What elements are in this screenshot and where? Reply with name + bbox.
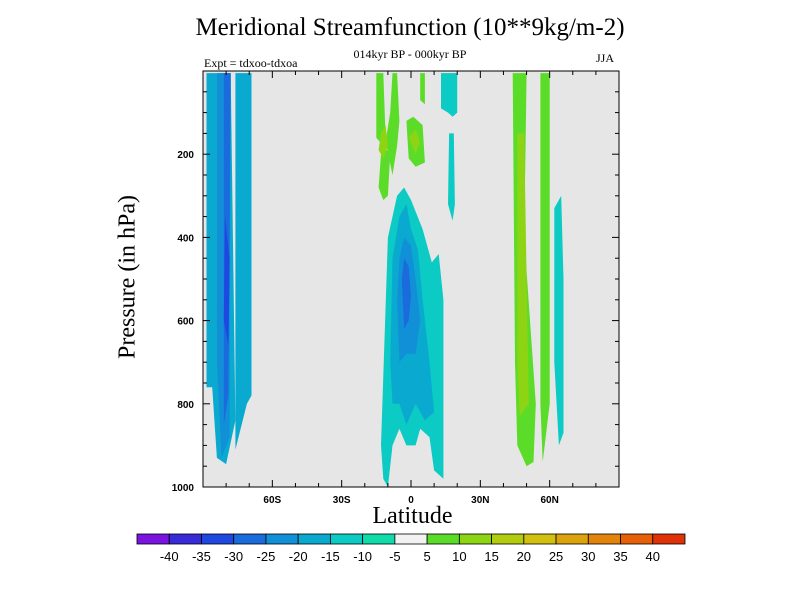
colorbar-swatch xyxy=(458,533,492,545)
chart-title: Meridional Streamfunction (10**9kg/m-2) xyxy=(195,14,625,41)
colorbar-swatch xyxy=(394,533,428,545)
contour-region-19 xyxy=(540,73,550,462)
colorbar-swatch xyxy=(297,533,331,545)
x-tick-label: 30N xyxy=(471,495,489,506)
colorbar-label: -10 xyxy=(353,549,372,564)
contour-region-4 xyxy=(235,73,252,450)
colorbar: -40 -35 -30 -25 -20 -15 -10 -5 5 10 15 20 25 30 35 40 xyxy=(136,533,686,564)
colorbar-label: 5 xyxy=(424,549,431,564)
colorbar-swatch xyxy=(523,533,557,545)
y-tick-label: 800 xyxy=(177,400,194,411)
colorbar-swatch xyxy=(620,533,654,545)
contour-region-16 xyxy=(448,133,455,221)
x-ticks: 60S 30S 0 30N 60N xyxy=(202,71,620,506)
colorbar-swatch xyxy=(426,533,460,545)
x-tick-label: 30S xyxy=(333,495,351,506)
contour-regions xyxy=(206,73,564,487)
contour-region-8 xyxy=(401,258,411,329)
colorbar-swatch xyxy=(652,533,686,545)
y-ticks: 200 400 600 800 1000 xyxy=(172,70,619,494)
contour-region-3 xyxy=(223,216,230,346)
colorbar-label: -25 xyxy=(257,549,276,564)
y-tick-label: 600 xyxy=(177,317,194,328)
contour-region-20 xyxy=(554,195,564,446)
colorbar-swatch xyxy=(555,533,589,545)
colorbar-label: -35 xyxy=(192,549,211,564)
y-tick-label: 200 xyxy=(177,150,194,161)
colorbar-label: 25 xyxy=(549,549,563,564)
colorbar-label: -30 xyxy=(224,549,243,564)
contour-region-15 xyxy=(441,73,458,117)
colorbar-swatch xyxy=(330,533,364,545)
colorbar-swatch xyxy=(587,533,621,545)
x-tick-label: 0 xyxy=(408,495,414,506)
contour-region-13 xyxy=(378,125,388,159)
colorbar-swatch xyxy=(201,533,235,545)
colorbar-label: -40 xyxy=(160,549,179,564)
contour-region-18 xyxy=(517,133,529,417)
colorbar-label: 30 xyxy=(581,549,595,564)
contour-region-12 xyxy=(420,73,425,105)
contour-region-14 xyxy=(408,129,421,155)
colorbar-swatch xyxy=(168,533,202,545)
chart-subtitle: 014kyr BP - 000kyr BP xyxy=(353,47,467,61)
colorbar-swatch xyxy=(491,533,525,545)
colorbar-label: -5 xyxy=(389,549,401,564)
colorbar-label: -20 xyxy=(289,549,308,564)
x-tick-label: 60N xyxy=(540,495,558,506)
colorbar-label: 35 xyxy=(613,549,627,564)
y-tick-label: 400 xyxy=(177,233,194,244)
colorbar-label: 20 xyxy=(517,549,531,564)
y-tick-label: 1000 xyxy=(172,483,195,494)
season-label: JJA xyxy=(596,51,615,65)
x-axis-label: Latitude xyxy=(372,503,453,529)
colorbar-swatch xyxy=(136,533,170,545)
colorbar-label: 40 xyxy=(646,549,660,564)
x-tick-label: 60S xyxy=(263,495,281,506)
colorbar-swatch xyxy=(233,533,267,545)
colorbar-swatch xyxy=(362,533,396,545)
colorbar-label: -15 xyxy=(321,549,340,564)
contour-region-10 xyxy=(385,73,400,175)
colorbar-swatch xyxy=(265,533,299,545)
experiment-label: Expt = tdxoo-tdxoa xyxy=(204,56,298,70)
colorbar-label: 10 xyxy=(452,549,466,564)
colorbar-label: 15 xyxy=(484,549,498,564)
